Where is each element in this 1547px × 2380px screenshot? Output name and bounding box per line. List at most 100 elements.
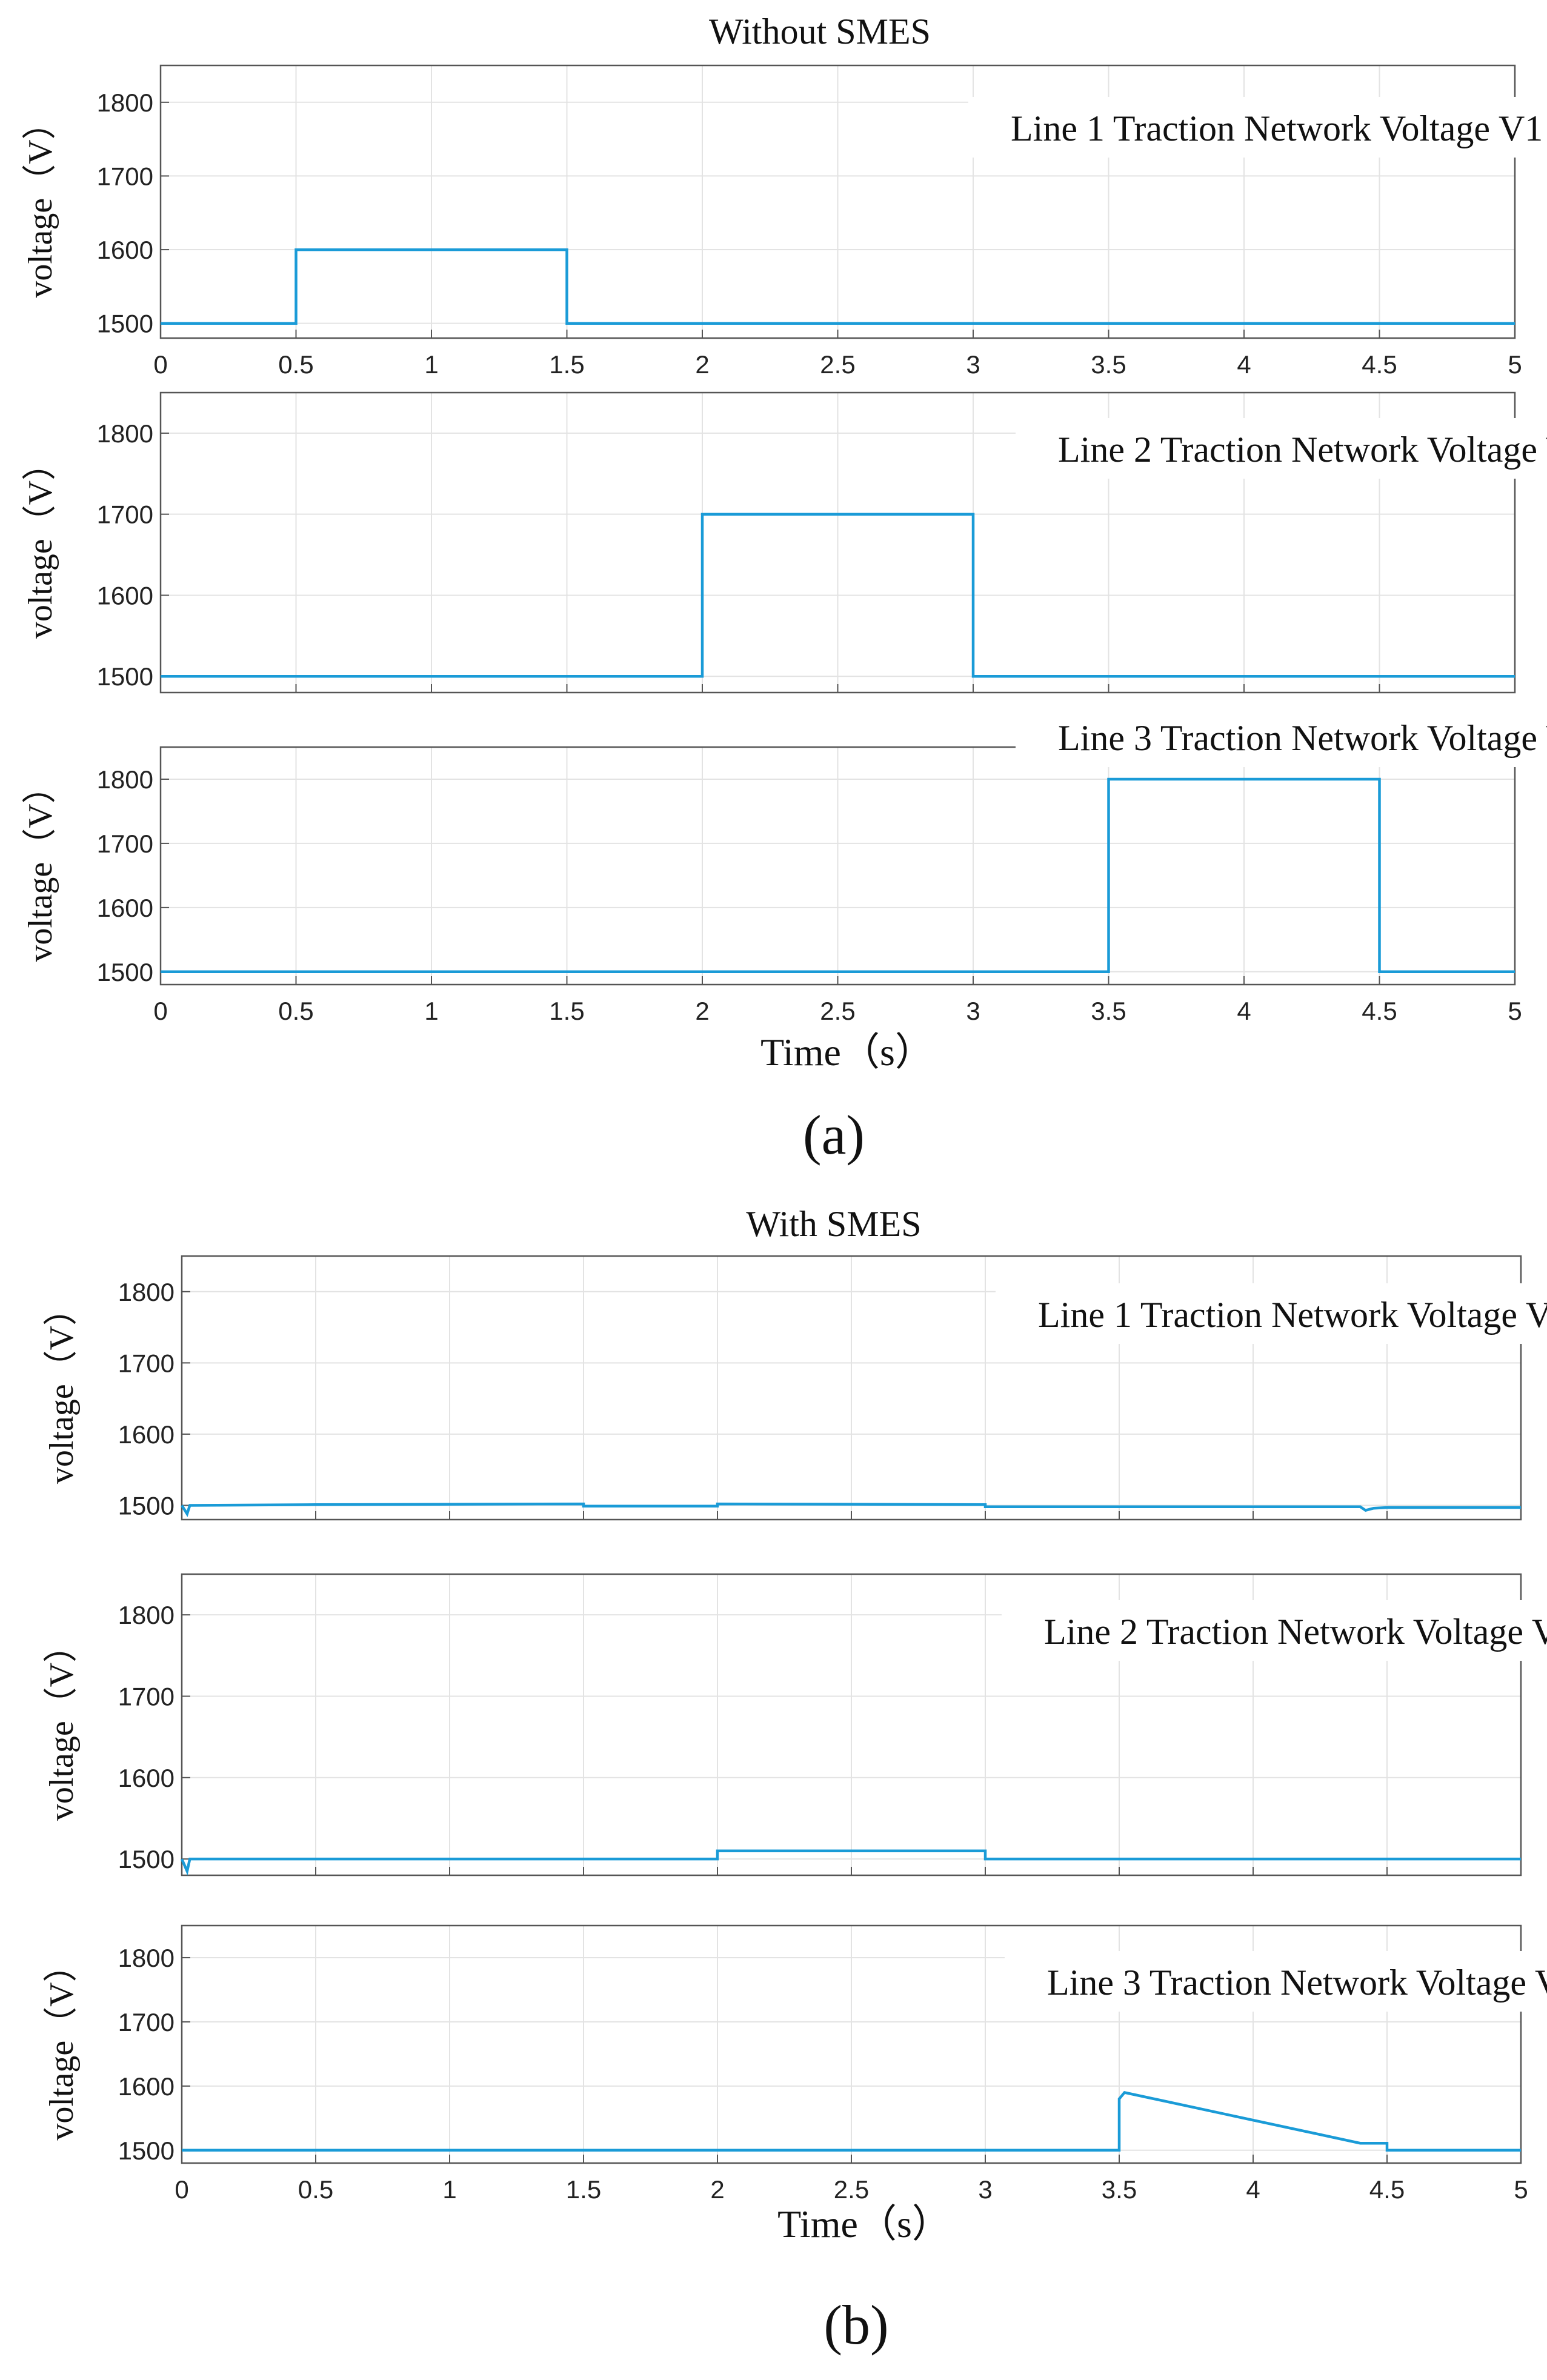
y-tick-label: 1800 <box>118 1278 175 1306</box>
panel-b-xlabel: Time（s） <box>777 2202 951 2245</box>
x-tick-label: 2 <box>695 350 709 379</box>
x-tick-label: 0 <box>153 997 167 1025</box>
axes-frame <box>181 1924 1522 2164</box>
legend-box <box>1016 706 1547 767</box>
x-tick-label: 4.5 <box>1362 350 1397 379</box>
y-tick-label: 1800 <box>97 765 153 794</box>
panel-a-label: (a) <box>803 1104 865 1166</box>
x-tick-label: 1 <box>424 350 438 379</box>
y-tick-label: 1800 <box>118 1601 175 1629</box>
x-tick-label: 2 <box>695 997 709 1025</box>
series-line <box>161 777 1515 974</box>
legend-label: Line 2 Traction Network Voltage V2 <box>1058 430 1547 470</box>
y-tick-label: 1500 <box>118 1845 175 1873</box>
legend-box <box>1005 1951 1547 2012</box>
y-tick-label: 1700 <box>97 829 153 858</box>
y-tick-label: 1700 <box>118 1349 175 1377</box>
x-tick-label: 3.5 <box>1091 997 1126 1025</box>
y-axis-label: voltage（V） <box>22 447 59 639</box>
y-axis-label: voltage（V） <box>22 770 59 962</box>
axes-frame <box>159 391 1516 694</box>
y-tick-label: 1600 <box>118 2072 175 2101</box>
x-tick-label: 4.5 <box>1369 2175 1405 2204</box>
legend-box <box>1016 418 1547 479</box>
x-tick-label: 1.5 <box>549 350 584 379</box>
y-tick-label: 1700 <box>118 2008 175 2036</box>
y-tick-label: 1600 <box>97 581 153 610</box>
legend-label: Line 1 Traction Network Voltage V1 <box>1011 108 1543 148</box>
panel-b-label: (b) <box>823 2294 888 2356</box>
x-tick-label: 2.5 <box>820 997 855 1025</box>
y-tick-label: 1700 <box>97 162 153 190</box>
x-tick-label: 5 <box>1508 350 1522 379</box>
x-tick-label: 1 <box>424 997 438 1025</box>
axes-frame <box>159 64 1516 339</box>
y-tick-label: 1500 <box>97 662 153 691</box>
panel-a-xlabel: Time（s） <box>760 1031 934 1074</box>
y-tick-label: 1500 <box>97 958 153 986</box>
x-tick-label: 5 <box>1508 997 1522 1025</box>
x-tick-label: 0 <box>175 2175 188 2204</box>
y-tick-label: 1800 <box>97 419 153 448</box>
y-tick-label: 1700 <box>118 1682 175 1710</box>
series-line <box>161 248 1515 325</box>
y-tick-label: 1600 <box>118 1764 175 1792</box>
x-tick-label: 0.5 <box>278 350 313 379</box>
x-tick-label: 2.5 <box>820 350 855 379</box>
x-tick-label: 0.5 <box>298 2175 333 2204</box>
y-tick-label: 1700 <box>97 500 153 529</box>
y-axis-label: voltage（V） <box>43 1629 81 1821</box>
x-tick-label: 5 <box>1514 2175 1528 2204</box>
x-tick-label: 2.5 <box>834 2175 869 2204</box>
y-axis-label: voltage（V） <box>43 1948 81 2140</box>
subplot-3: 1500 1600 1700 1800 0 0.5 1 1.5 2 2.5 3 3.5 4 4.5 5 Lin… <box>22 706 1547 1025</box>
x-tick-label: 4.5 <box>1362 997 1397 1025</box>
subplot-4: 1500 1600 1700 1800 Line 1 Traction Network … <box>43 1255 1547 1521</box>
y-tick-label: 1800 <box>97 88 153 117</box>
subplot-5: 1500 1600 1700 1800 Line 2 Traction Network … <box>43 1573 1547 1876</box>
series-line <box>161 513 1515 678</box>
x-tick-label: 3.5 <box>1091 350 1126 379</box>
subplot-2: 1500 1600 1700 1800 Line 2 Traction Network … <box>22 391 1547 694</box>
panel-b-title: With SMES <box>746 1204 921 1244</box>
y-tick-label: 1800 <box>118 1944 175 1972</box>
series-line <box>180 1849 1521 1876</box>
x-tick-label: 1.5 <box>566 2175 601 2204</box>
y-tick-label: 1600 <box>97 894 153 922</box>
series-line <box>181 1502 1521 1517</box>
x-tick-label: 2 <box>710 2175 724 2204</box>
x-tick-label: 3 <box>978 2175 992 2204</box>
axes-frame <box>181 1255 1522 1521</box>
y-tick-label: 1500 <box>118 2136 175 2165</box>
axes-frame <box>181 1573 1522 1876</box>
y-tick-label: 1600 <box>118 1420 175 1449</box>
y-tick-label: 1600 <box>97 236 153 264</box>
legend-label: Line 3 Traction Network Voltage V3 <box>1047 1963 1547 2003</box>
series-line <box>182 2091 1521 2152</box>
y-axis-label: voltage（V） <box>22 105 59 298</box>
x-tick-label: 4 <box>1237 350 1251 379</box>
x-tick-label: 3 <box>966 997 980 1025</box>
legend-box <box>996 1283 1547 1344</box>
x-tick-label: 3 <box>966 350 980 379</box>
y-tick-label: 1500 <box>97 310 153 338</box>
legend-label: Line 1 Traction Network Voltage V1 <box>1038 1295 1547 1335</box>
y-axis-label: voltage（V） <box>43 1292 81 1484</box>
legend-box <box>1002 1600 1547 1661</box>
y-tick-label: 1500 <box>118 1491 175 1520</box>
legend-label: Line 3 Traction Network Voltage V3 <box>1058 718 1547 758</box>
x-tick-label: 1.5 <box>549 997 584 1025</box>
subplot-1: 1500 1600 1700 1800 0 0.5 1 1.5 2 2.5 3 3.5 4 4.5 5 Lin… <box>22 64 1547 379</box>
legend-label: Line 2 Traction Network Voltage V2 <box>1044 1612 1547 1652</box>
x-tick-label: 0 <box>153 350 167 379</box>
axes-frame <box>159 746 1516 986</box>
x-tick-label: 3.5 <box>1102 2175 1137 2204</box>
subplot-6: 1500 1600 1700 1800 0 0.5 1 1.5 2 2.5 3 3.5 4 4.5 5 Lin… <box>43 1924 1547 2204</box>
x-tick-label: 0.5 <box>278 997 313 1025</box>
x-tick-label: 1 <box>442 2175 456 2204</box>
x-tick-label: 4 <box>1237 997 1251 1025</box>
legend-box <box>968 97 1547 158</box>
panel-a-title: Without SMES <box>709 12 931 52</box>
